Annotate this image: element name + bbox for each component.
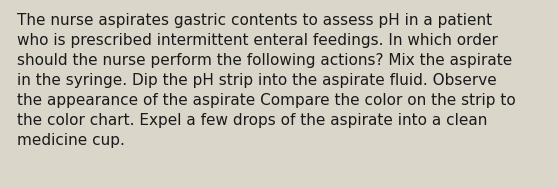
Text: The nurse aspirates gastric contents to assess pH in a patient
who is prescribed: The nurse aspirates gastric contents to … [17, 13, 516, 148]
